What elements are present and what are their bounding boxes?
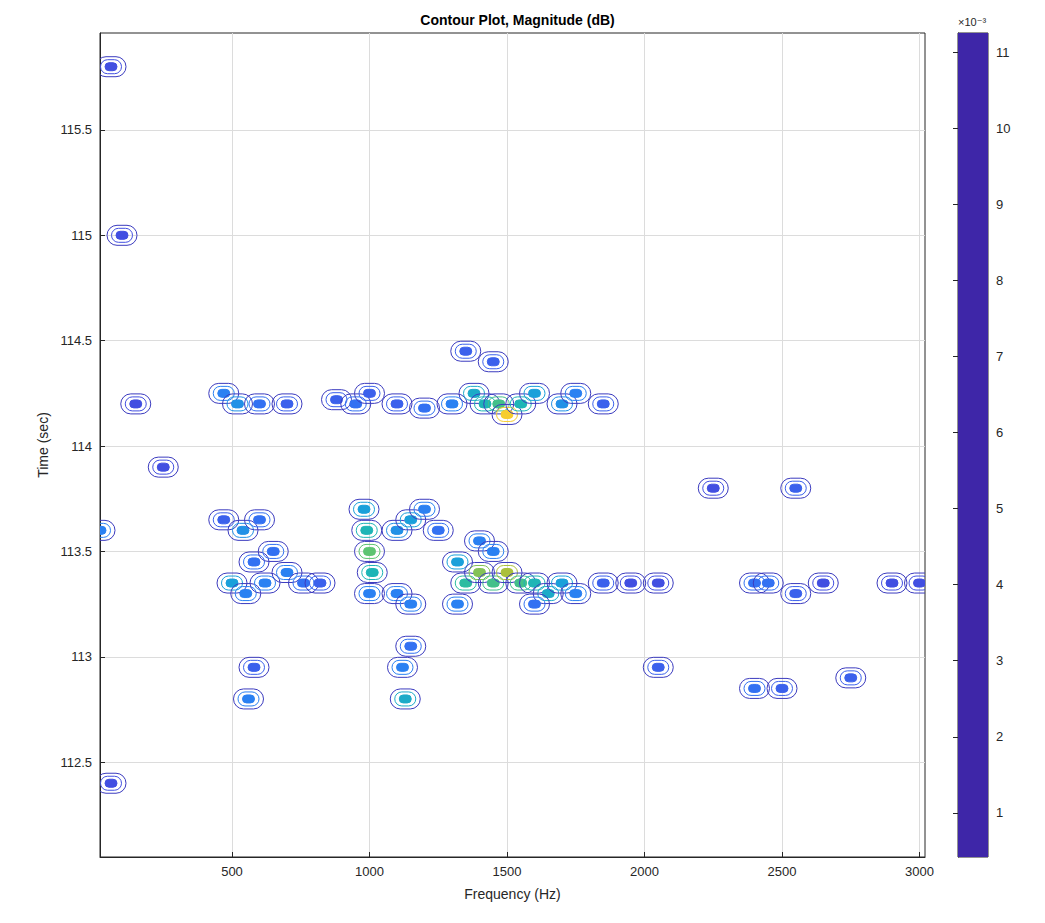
svg-text:112.5: 112.5 [60,755,92,770]
svg-text:4: 4 [996,577,1003,592]
svg-text:×10⁻³: ×10⁻³ [958,16,986,28]
svg-text:1500: 1500 [493,864,522,879]
svg-text:6: 6 [996,425,1003,440]
svg-text:115: 115 [71,228,92,243]
svg-text:500: 500 [221,864,243,879]
svg-text:113: 113 [71,649,92,664]
svg-text:Contour Plot, Magnitude (dB): Contour Plot, Magnitude (dB) [420,12,614,28]
svg-text:7: 7 [996,349,1003,364]
svg-text:114: 114 [71,439,92,454]
svg-text:2000: 2000 [630,864,659,879]
svg-text:Frequency (Hz): Frequency (Hz) [464,886,560,902]
svg-text:1: 1 [996,805,1003,820]
svg-text:2: 2 [996,729,1003,744]
svg-text:9: 9 [996,197,1003,212]
svg-text:113.5: 113.5 [60,544,92,559]
svg-text:114.5: 114.5 [60,333,92,348]
svg-text:1000: 1000 [355,864,384,879]
svg-text:3000: 3000 [905,864,934,879]
svg-text:115.5: 115.5 [60,122,92,137]
svg-text:3: 3 [996,653,1003,668]
svg-text:8: 8 [996,273,1003,288]
svg-text:11: 11 [996,45,1010,60]
svg-text:5: 5 [996,501,1003,516]
svg-text:2500: 2500 [768,864,797,879]
svg-text:10: 10 [996,121,1010,136]
svg-text:Time (sec): Time (sec) [35,412,51,478]
